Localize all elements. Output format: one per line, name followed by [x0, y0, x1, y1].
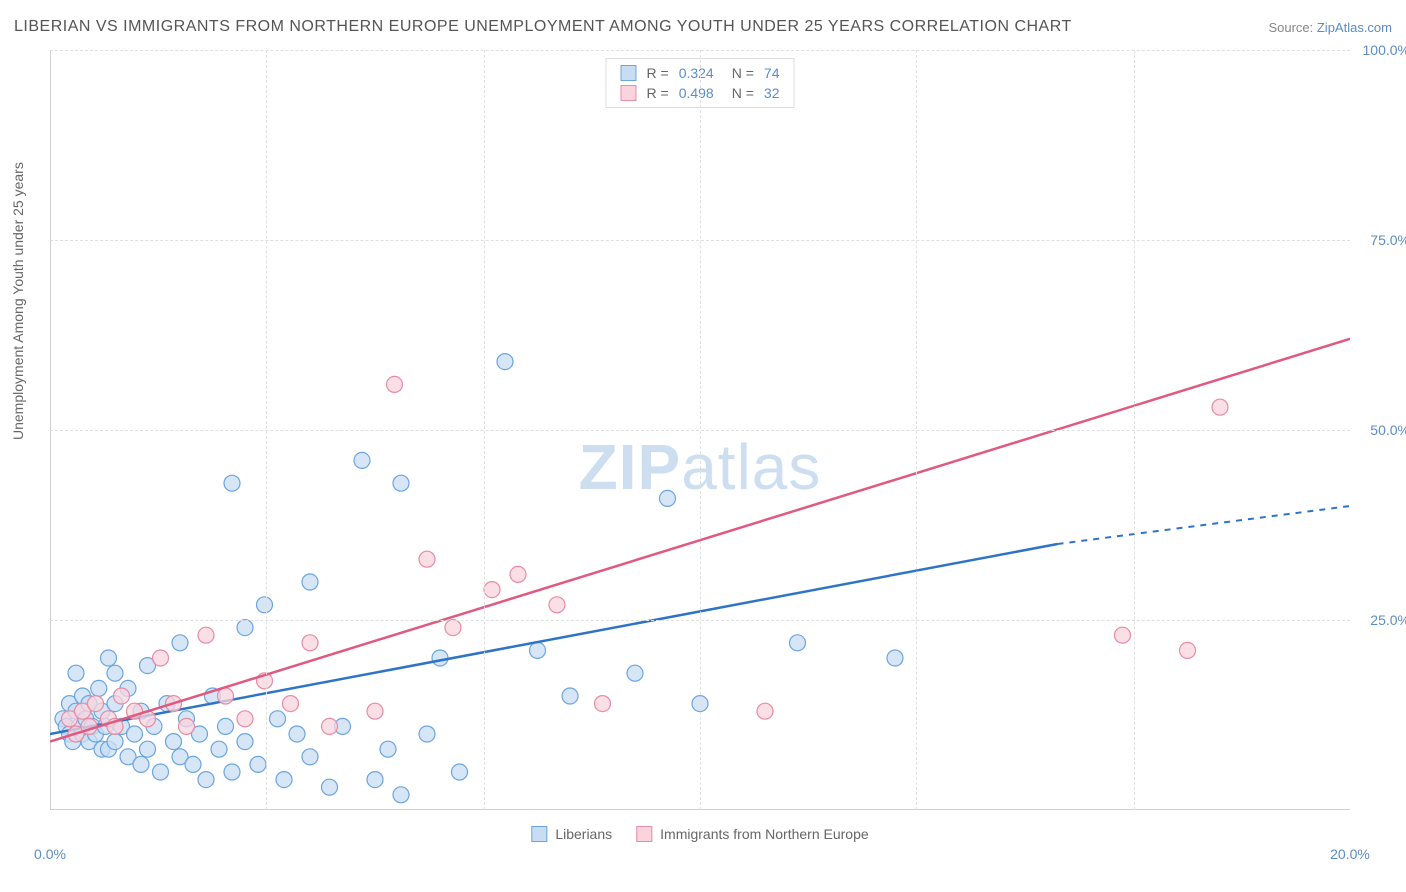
data-point: [549, 597, 565, 613]
data-point: [354, 452, 370, 468]
data-point: [237, 734, 253, 750]
data-point: [302, 635, 318, 651]
data-point: [224, 764, 240, 780]
swatch-icon: [636, 826, 652, 842]
data-point: [270, 711, 286, 727]
swatch-icon: [621, 85, 637, 101]
data-point: [1212, 399, 1228, 415]
data-point: [198, 627, 214, 643]
gridline: [916, 50, 917, 810]
data-point: [107, 734, 123, 750]
regression-line-extrapolated: [1058, 506, 1351, 544]
data-point: [218, 718, 234, 734]
data-point: [153, 764, 169, 780]
data-point: [114, 688, 130, 704]
data-point: [562, 688, 578, 704]
y-tick-label: 25.0%: [1355, 612, 1406, 628]
y-tick-label: 100.0%: [1355, 42, 1406, 58]
data-point: [88, 696, 104, 712]
data-point: [276, 772, 292, 788]
data-point: [484, 582, 500, 598]
data-point: [140, 741, 156, 757]
data-point: [127, 726, 143, 742]
data-point: [367, 703, 383, 719]
data-point: [1180, 642, 1196, 658]
gridline: [266, 50, 267, 810]
data-point: [302, 749, 318, 765]
data-point: [393, 787, 409, 803]
gridline: [700, 50, 701, 810]
data-point: [627, 665, 643, 681]
data-point: [198, 772, 214, 788]
swatch-icon: [531, 826, 547, 842]
data-point: [237, 711, 253, 727]
data-point: [1115, 627, 1131, 643]
source-credit: Source: ZipAtlas.com: [1268, 20, 1392, 35]
data-point: [322, 718, 338, 734]
data-point: [790, 635, 806, 651]
source-link[interactable]: ZipAtlas.com: [1317, 20, 1392, 35]
data-point: [302, 574, 318, 590]
data-point: [218, 688, 234, 704]
x-tick-label: 0.0%: [34, 846, 66, 862]
y-axis-label: Unemployment Among Youth under 25 years: [10, 162, 26, 440]
legend-item: Liberians: [531, 826, 612, 842]
y-tick-label: 50.0%: [1355, 422, 1406, 438]
gridline: [1134, 50, 1135, 810]
data-point: [237, 620, 253, 636]
swatch-icon: [621, 65, 637, 81]
gridline: [484, 50, 485, 810]
data-point: [510, 566, 526, 582]
data-point: [419, 726, 435, 742]
data-point: [224, 475, 240, 491]
data-point: [452, 764, 468, 780]
plot-area: ZIPatlas R =0.324 N =74 R =0.498 N =32 L…: [50, 50, 1350, 840]
data-point: [283, 696, 299, 712]
data-point: [133, 756, 149, 772]
legend-item: Immigrants from Northern Europe: [636, 826, 869, 842]
data-point: [211, 741, 227, 757]
series-legend: Liberians Immigrants from Northern Europ…: [531, 826, 868, 842]
data-point: [68, 665, 84, 681]
x-tick-label: 20.0%: [1330, 846, 1370, 862]
data-point: [179, 718, 195, 734]
data-point: [257, 597, 273, 613]
y-tick-label: 75.0%: [1355, 232, 1406, 248]
data-point: [387, 376, 403, 392]
chart-title: LIBERIAN VS IMMIGRANTS FROM NORTHERN EUR…: [14, 18, 1072, 36]
data-point: [101, 650, 117, 666]
data-point: [107, 665, 123, 681]
data-point: [322, 779, 338, 795]
data-point: [185, 756, 201, 772]
data-point: [166, 734, 182, 750]
data-point: [91, 680, 107, 696]
data-point: [250, 756, 266, 772]
data-point: [887, 650, 903, 666]
data-point: [757, 703, 773, 719]
data-point: [289, 726, 305, 742]
data-point: [497, 354, 513, 370]
data-point: [530, 642, 546, 658]
data-point: [153, 650, 169, 666]
data-point: [367, 772, 383, 788]
data-point: [660, 490, 676, 506]
data-point: [595, 696, 611, 712]
data-point: [432, 650, 448, 666]
data-point: [172, 635, 188, 651]
data-point: [393, 475, 409, 491]
data-point: [380, 741, 396, 757]
data-point: [419, 551, 435, 567]
data-point: [445, 620, 461, 636]
